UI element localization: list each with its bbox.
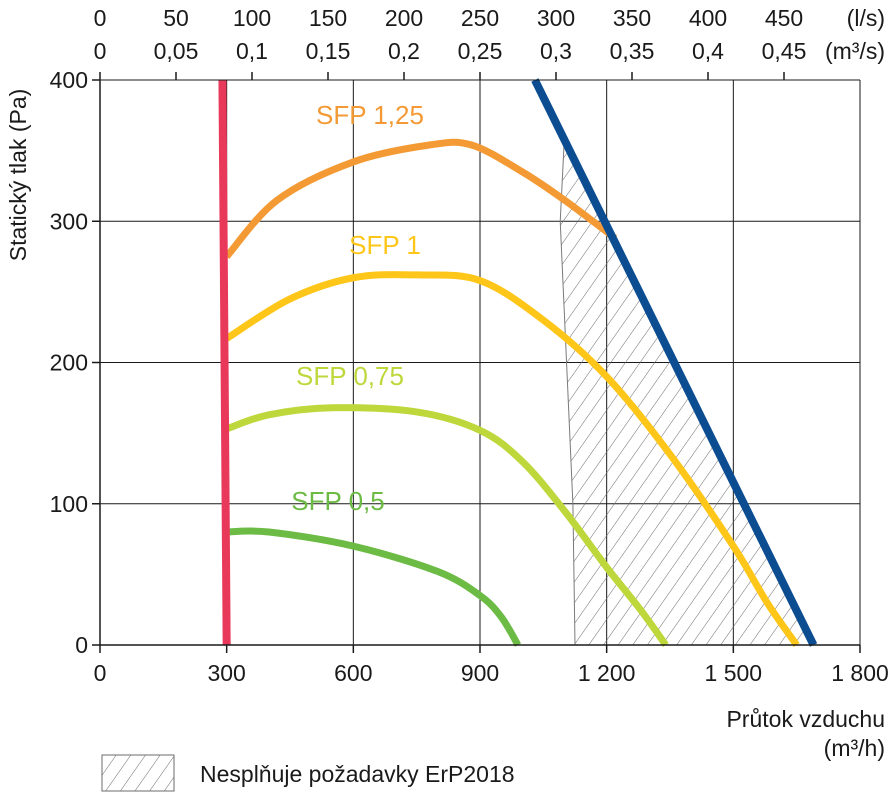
x-tick-label-5: 1 500 — [705, 660, 763, 686]
x-axis-title: Průtok vzduchu — [726, 706, 885, 732]
y-tick-label-1: 100 — [50, 491, 88, 517]
top-ls-tick-label-3: 150 — [309, 5, 347, 31]
top-ls-tick-label-9: 450 — [765, 5, 803, 31]
x-tick-label-6: 1 800 — [831, 660, 889, 686]
x-tick-label-3: 900 — [461, 660, 499, 686]
legend-swatch — [101, 754, 175, 792]
series-label-1: SFP 1 — [349, 230, 421, 260]
limit-line-1 — [531, 78, 818, 647]
top-ls-tick-label-0: 0 — [94, 5, 107, 31]
series-label-0: SFP 1,25 — [316, 100, 424, 130]
x-tick-label-2: 600 — [334, 660, 372, 686]
x-tick-label-1: 300 — [207, 660, 245, 686]
series-label-2: SFP 0,75 — [296, 361, 404, 391]
top-m3s-tick-label-2: 0,1 — [236, 38, 268, 64]
x-axis-unit: (m³/h) — [824, 735, 885, 761]
top-m3s-tick-label-0: 0 — [94, 38, 107, 64]
axes — [92, 72, 861, 653]
series-line-3 — [226, 527, 522, 647]
series-label-3: SFP 0,5 — [291, 486, 384, 516]
top-m3s-tick-label-3: 0,15 — [306, 38, 351, 64]
top-axis-ls-unit: (l/s) — [847, 5, 885, 31]
top-ls-tick-label-7: 350 — [613, 5, 651, 31]
limit-line-0 — [218, 79, 231, 646]
top-ls-tick-label-4: 200 — [385, 5, 423, 31]
x-tick-label-4: 1 200 — [578, 660, 636, 686]
y-tick-label-0: 0 — [75, 632, 88, 658]
top-m3s-tick-label-1: 0,05 — [154, 38, 199, 64]
top-m3s-tick-label-5: 0,25 — [458, 38, 503, 64]
x-tick-label-0: 0 — [94, 660, 107, 686]
top-ls-tick-label-5: 250 — [461, 5, 499, 31]
y-tick-label-3: 300 — [50, 208, 88, 234]
series-line-1 — [224, 271, 800, 648]
series-line-2 — [225, 404, 669, 648]
top-m3s-tick-label-6: 0,3 — [540, 38, 572, 64]
y-tick-label-2: 200 — [50, 350, 88, 376]
top-m3s-tick-label-7: 0,35 — [610, 38, 655, 64]
y-tick-label-4: 400 — [50, 67, 88, 93]
top-axis-m3s-unit: (m³/s) — [825, 38, 885, 64]
top-ls-tick-label-1: 50 — [163, 5, 189, 31]
series-line-0 — [224, 138, 618, 259]
top-ls-tick-label-6: 300 — [537, 5, 575, 31]
top-m3s-tick-label-4: 0,2 — [388, 38, 420, 64]
series-layer — [218, 78, 818, 648]
y-axis-title: Statický tlak (Pa) — [5, 89, 31, 262]
legend-label: Nesplňuje požadavky ErP2018 — [200, 761, 515, 787]
top-ls-tick-label-8: 400 — [689, 5, 727, 31]
top-m3s-tick-label-8: 0,4 — [692, 38, 724, 64]
top-ls-tick-label-2: 100 — [233, 5, 271, 31]
top-m3s-tick-label-9: 0,45 — [762, 38, 807, 64]
